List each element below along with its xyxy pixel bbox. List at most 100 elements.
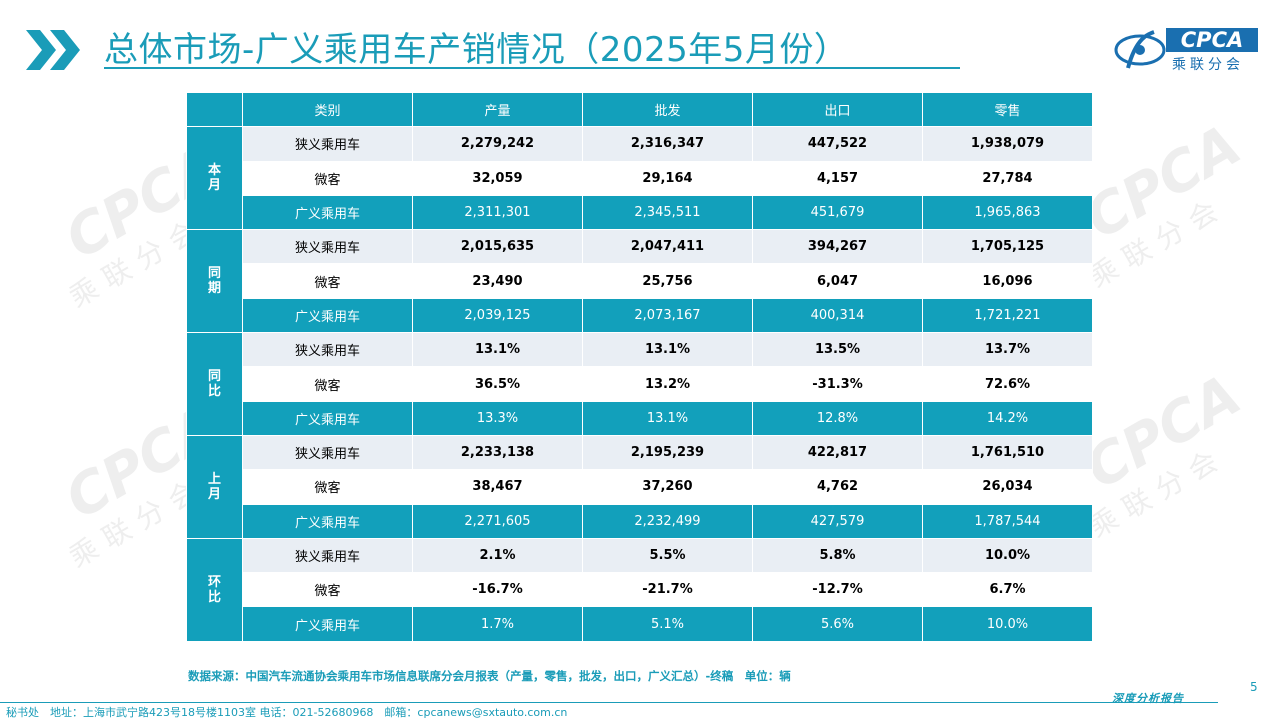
value-cell: 400,314: [752, 297, 923, 334]
table-row: 广义乘用车 13.3% 13.1% 12.8% 14.2%: [187, 400, 1093, 436]
value-cell: 2,073,167: [582, 297, 753, 334]
cpca-logo: CPCA 乘联分会: [1110, 20, 1258, 74]
value-cell: 1,761,510: [922, 434, 1093, 471]
value-cell: 5.6%: [752, 606, 923, 642]
category-cell: 广义乘用车: [242, 297, 413, 334]
table-row: 广义乘用车 2,311,301 2,345,511 451,679 1,965,863: [187, 194, 1093, 231]
value-cell: 1,787,544: [922, 503, 1093, 539]
table-row: 微客 23,490 25,756 6,047 16,096: [187, 263, 1093, 299]
category-cell: 广义乘用车: [242, 400, 413, 436]
value-cell: 2,232,499: [582, 503, 753, 539]
value-cell: 2.1%: [412, 537, 583, 574]
value-cell: 5.1%: [582, 606, 753, 642]
value-cell: 4,762: [752, 469, 923, 505]
footer-contact-info: 秘书处 地址：上海市武宁路423号18号楼1103室 电话：021-526809…: [6, 706, 568, 719]
value-cell: 27,784: [922, 160, 1093, 196]
value-cell: 1.7%: [412, 606, 583, 642]
group-label-text: 本月: [208, 163, 222, 194]
header-corner: [186, 91, 243, 128]
table-row: 同比 狭义乘用车 13.1% 13.1% 13.5% 13.7%: [186, 332, 1093, 436]
chevron-decoration-icon: [26, 30, 80, 70]
value-cell: 32,059: [412, 160, 583, 196]
col-header-wholesale: 批发: [582, 91, 753, 128]
value-cell: 37,260: [582, 469, 753, 505]
category-cell: 微客: [242, 572, 413, 608]
group-label-text: 环比: [208, 574, 222, 605]
group-label: 环比: [186, 537, 243, 642]
value-cell: 1,965,863: [922, 194, 1093, 231]
value-cell: 29,164: [582, 160, 753, 196]
table-row: 广义乘用车 2,271,605 2,232,499 427,579 1,787,544: [187, 503, 1093, 539]
value-cell: 6.7%: [922, 572, 1093, 608]
value-cell: 427,579: [752, 503, 923, 539]
value-cell: 6,047: [752, 263, 923, 299]
group-label: 同比: [186, 332, 243, 436]
value-cell: 4,157: [752, 160, 923, 196]
value-cell: 13.5%: [752, 332, 923, 368]
group-label-text: 同比: [208, 369, 222, 400]
category-cell: 狭义乘用车: [242, 537, 413, 574]
data-source-note: 数据来源：中国汽车流通协会乘用车市场信息联席分会月报表（产量，零售，批发，出口，…: [188, 669, 791, 683]
value-cell: 394,267: [752, 229, 923, 265]
value-cell: -21.7%: [582, 572, 753, 608]
value-cell: 1,938,079: [922, 126, 1093, 162]
value-cell: 2,233,138: [412, 434, 583, 471]
group-label-text: 同期: [208, 266, 222, 297]
value-cell: 13.7%: [922, 332, 1093, 368]
value-cell: 10.0%: [922, 537, 1093, 574]
category-cell: 微客: [242, 366, 413, 402]
value-cell: 2,195,239: [582, 434, 753, 471]
value-cell: 422,817: [752, 434, 923, 471]
value-cell: 447,522: [752, 126, 923, 162]
table-row: 微客 36.5% 13.2% -31.3% 72.6%: [187, 366, 1093, 402]
value-cell: 1,721,221: [922, 297, 1093, 334]
table-row: 微客 38,467 37,260 4,762 26,034: [187, 469, 1093, 505]
value-cell: -16.7%: [412, 572, 583, 608]
value-cell: 2,039,125: [412, 297, 583, 334]
group-label: 本月: [186, 126, 243, 231]
table-row: 环比 狭义乘用车 2.1% 5.5% 5.8% 10.0%: [186, 537, 1093, 642]
logo-text: CPCA: [1166, 28, 1258, 52]
value-cell: 2,311,301: [412, 194, 583, 231]
value-cell: 10.0%: [922, 606, 1093, 642]
table-row: 广义乘用车 2,039,125 2,073,167 400,314 1,721,221: [187, 297, 1093, 334]
logo-emblem-icon: [1114, 30, 1166, 69]
value-cell: 25,756: [582, 263, 753, 299]
group-label-text: 上月: [208, 471, 222, 502]
value-cell: 2,345,511: [582, 194, 753, 231]
table-row: 同期 狭义乘用车 2,015,635 2,047,411 394,267 1,705,12…: [186, 229, 1093, 334]
category-cell: 广义乘用车: [242, 606, 413, 642]
category-cell: 狭义乘用车: [242, 229, 413, 265]
value-cell: 13.2%: [582, 366, 753, 402]
value-cell: 23,490: [412, 263, 583, 299]
value-cell: 72.6%: [922, 366, 1093, 402]
page-number: 5: [1250, 680, 1258, 694]
col-header-export: 出口: [752, 91, 923, 128]
value-cell: 12.8%: [752, 400, 923, 436]
value-cell: 451,679: [752, 194, 923, 231]
title-underline: [104, 67, 960, 69]
value-cell: 5.5%: [582, 537, 753, 574]
value-cell: 2,271,605: [412, 503, 583, 539]
category-cell: 狭义乘用车: [242, 434, 413, 471]
table-row: 微客 -16.7% -21.7% -12.7% 6.7%: [187, 572, 1093, 608]
production-sales-table: 类别 产量 批发 出口 零售 本月 狭义乘用车 2,279,242 2,316,347…: [186, 91, 1093, 642]
category-cell: 广义乘用车: [242, 194, 413, 231]
col-header-category: 类别: [242, 91, 413, 128]
footer-report-label: 深度分析报告: [1112, 692, 1184, 705]
value-cell: -12.7%: [752, 572, 923, 608]
value-cell: 38,467: [412, 469, 583, 505]
group-label: 上月: [186, 434, 243, 539]
value-cell: 36.5%: [412, 366, 583, 402]
watermark-right-top: CPCA 乘联分会: [1074, 112, 1252, 295]
category-cell: 微客: [242, 160, 413, 196]
value-cell: 26,034: [922, 469, 1093, 505]
value-cell: 13.3%: [412, 400, 583, 436]
table-header-row: 类别 产量 批发 出口 零售: [186, 91, 1093, 128]
value-cell: 16,096: [922, 263, 1093, 299]
footer-divider: [0, 702, 1218, 703]
col-header-retail: 零售: [922, 91, 1093, 128]
col-header-production: 产量: [412, 91, 583, 128]
logo-cn-text: 乘联分会: [1172, 57, 1244, 73]
category-cell: 微客: [242, 469, 413, 505]
